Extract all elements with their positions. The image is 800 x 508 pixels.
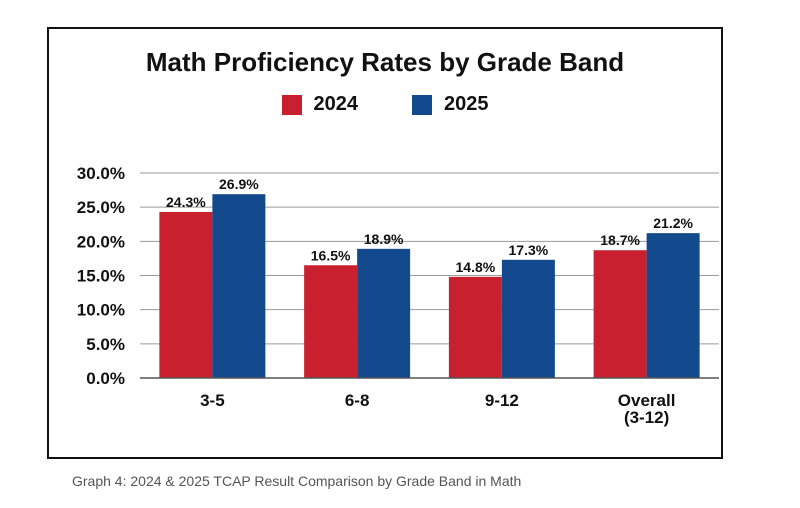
- legend-swatch-2024: [281, 94, 302, 115]
- bar-2024: [593, 250, 647, 378]
- legend-label-2025: 2025: [444, 93, 489, 115]
- bar-2024: [448, 276, 502, 378]
- data-label-2025: 26.9%: [219, 176, 259, 192]
- x-tick-label: Overall: [618, 391, 676, 410]
- legend-swatch-2025: [412, 94, 432, 115]
- legend-item-2024: 2024: [281, 93, 359, 116]
- bar-2025: [357, 248, 411, 378]
- bar-2024: [304, 265, 358, 378]
- y-tick-label: 15.0%: [77, 267, 125, 286]
- bar-2025: [212, 194, 266, 378]
- x-tick-label: (3-12): [624, 408, 669, 427]
- data-label-2024: 16.5%: [311, 247, 351, 263]
- y-tick-label: 30.0%: [77, 164, 125, 183]
- x-tick-label: 3-5: [200, 391, 225, 410]
- data-label-2025: 18.9%: [364, 231, 404, 247]
- y-tick-label: 10.0%: [77, 301, 125, 320]
- x-tick-label: 6-8: [345, 391, 370, 410]
- bar-2025: [501, 259, 555, 378]
- bar-2024: [159, 211, 213, 378]
- y-tick-label: 20.0%: [77, 232, 125, 251]
- data-label-2024: 24.3%: [166, 194, 206, 210]
- data-label-2025: 21.2%: [653, 215, 693, 231]
- data-label-2024: 18.7%: [600, 232, 640, 248]
- y-tick-label: 5.0%: [86, 335, 125, 354]
- bar-2025: [646, 233, 700, 378]
- chart-title: Math Proficiency Rates by Grade Band: [145, 47, 625, 77]
- data-label-2025: 17.3%: [509, 242, 549, 258]
- legend-item-2025: 2025: [412, 93, 489, 116]
- figure-caption: Graph 4: 2024 & 2025 TCAP Result Compari…: [72, 473, 522, 489]
- data-label-2024: 14.8%: [456, 259, 496, 275]
- legend-label-2024: 2024: [313, 93, 359, 115]
- y-tick-label: 0.0%: [86, 369, 125, 388]
- chart-frame: Math Proficiency Rates by Grade Band 202…: [47, 27, 723, 459]
- plot-area: 0.0% 5.0% 10.0% 15.0% 20.0% 25.0% 30.0% 24.3% 26…: [77, 164, 719, 427]
- y-tick-label: 25.0%: [77, 198, 125, 217]
- x-tick-label: 9-12: [485, 391, 519, 410]
- chart-legend: 2024 2025: [49, 93, 721, 116]
